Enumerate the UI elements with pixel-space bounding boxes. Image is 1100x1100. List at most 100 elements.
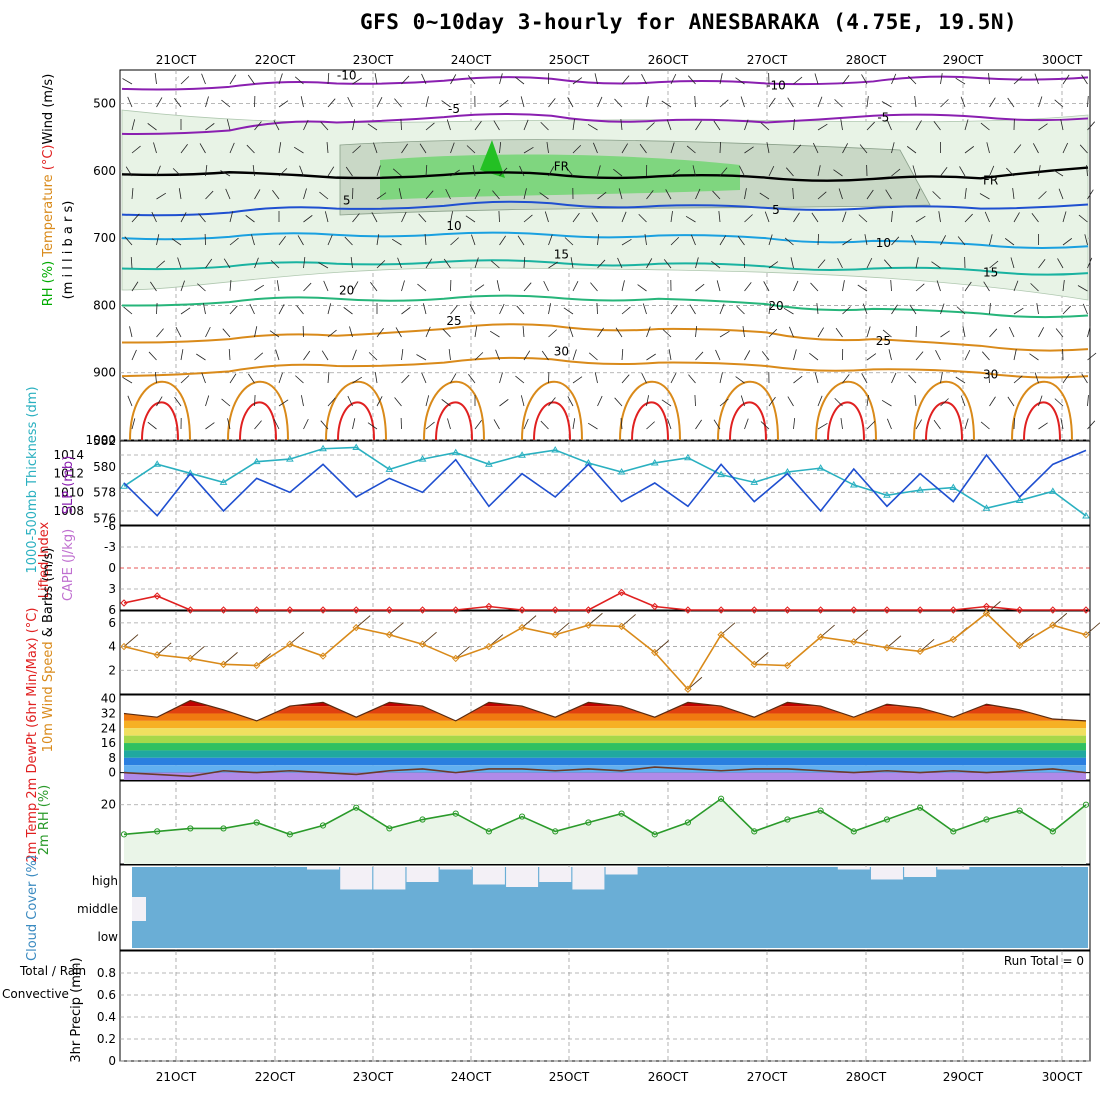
wind-barb-upper bbox=[886, 119, 892, 131]
slp-line bbox=[123, 449, 1087, 517]
wind-barb-upper bbox=[563, 307, 574, 315]
wind-barb-upper bbox=[1012, 188, 1015, 200]
wind-barb-upper bbox=[597, 327, 604, 338]
wind-barb-upper bbox=[1081, 373, 1088, 384]
wind-barb-upper bbox=[296, 305, 304, 315]
wind-barb-upper bbox=[793, 349, 797, 361]
wind-barb-upper bbox=[621, 374, 630, 384]
wind-barb-upper bbox=[247, 74, 255, 85]
wind-barb-upper bbox=[687, 75, 696, 85]
wind-barb-upper bbox=[324, 211, 329, 223]
date-bottom-29OCT: 29OCT bbox=[943, 1070, 984, 1084]
wind-barb-upper bbox=[735, 376, 745, 384]
wind-barb-upper bbox=[472, 165, 476, 177]
rh2m-point-22 bbox=[850, 828, 857, 835]
wind-barb-upper bbox=[278, 73, 283, 85]
wind-barb-upper bbox=[590, 282, 598, 292]
wind-barb-upper bbox=[468, 373, 476, 384]
wind-barb-upper bbox=[327, 397, 336, 407]
ytick-li--3: -3 bbox=[104, 540, 116, 554]
wind-barb-upper bbox=[670, 304, 678, 315]
wind-barb-upper bbox=[180, 143, 188, 154]
wind-barb-upper bbox=[278, 235, 286, 246]
wind-barb-upper bbox=[1058, 188, 1064, 200]
precip-legend-convective: Convective bbox=[2, 987, 69, 1001]
wind10m-point-3 bbox=[219, 660, 228, 669]
wind-barb-upper bbox=[131, 145, 141, 154]
wind-barb-upper bbox=[817, 96, 823, 108]
wind-barb-upper bbox=[621, 75, 630, 85]
ylabel-cloud: Cloud Cover (%) bbox=[25, 855, 40, 961]
wind-barb-upper bbox=[401, 374, 410, 384]
wind-barb-upper bbox=[397, 257, 402, 269]
isotherm-label2--10: -10 bbox=[766, 78, 786, 92]
wind-barb-upper bbox=[888, 349, 892, 361]
wind-barb-upper bbox=[866, 353, 877, 361]
wind-barb-upper bbox=[251, 234, 255, 246]
wind-barb-upper bbox=[398, 188, 402, 200]
wind-barb-upper bbox=[496, 280, 500, 292]
wind-barb-upper bbox=[695, 351, 704, 361]
wind-barb-upper bbox=[450, 169, 460, 177]
isotherm-25 bbox=[121, 323, 1089, 352]
wind-barb-upper bbox=[1038, 191, 1047, 200]
wind-barb-upper bbox=[891, 142, 895, 154]
wind-barb-upper bbox=[1054, 398, 1064, 407]
rh2m-point-10 bbox=[452, 810, 459, 817]
rh2m-point-20 bbox=[784, 816, 791, 823]
wind-barb-upper bbox=[842, 238, 852, 246]
wind-barb-upper bbox=[180, 212, 187, 223]
wind-barb-upper bbox=[940, 303, 945, 315]
wind-barb-upper bbox=[273, 419, 280, 430]
wind-barb-upper bbox=[401, 211, 407, 223]
wind-barb-upper bbox=[857, 284, 868, 292]
wind-barb-upper bbox=[474, 284, 485, 292]
wind-barb-upper bbox=[123, 306, 133, 315]
wind-barb-upper bbox=[637, 284, 647, 292]
isotherm-label2--5: -5 bbox=[877, 111, 889, 125]
wind-barb-upper bbox=[817, 422, 828, 430]
wind10m-point-7 bbox=[352, 623, 360, 632]
wind-barb-upper bbox=[131, 213, 140, 223]
wind-barb-upper bbox=[719, 167, 728, 177]
wind-barb-upper bbox=[760, 421, 770, 430]
wind-barb-upper bbox=[201, 372, 206, 384]
wind-barb-upper bbox=[178, 188, 182, 200]
wind-barb-upper bbox=[131, 281, 139, 292]
wind-barb-upper bbox=[327, 166, 335, 177]
wind-barb-upper bbox=[964, 119, 969, 131]
wind-barb-upper bbox=[866, 189, 874, 200]
wind-barb-upper bbox=[842, 74, 850, 85]
wind-barb-upper bbox=[254, 189, 261, 200]
date-top-28OCT: 28OCT bbox=[846, 53, 887, 67]
wind-barb-upper bbox=[156, 234, 160, 246]
wind-barb-upper bbox=[719, 73, 723, 85]
wind-barb-upper bbox=[352, 376, 363, 384]
wind-barb-upper bbox=[979, 193, 990, 200]
date-bottom-27OCT: 27OCT bbox=[747, 1070, 788, 1084]
thickness-point-0 bbox=[120, 482, 128, 489]
wind-barb-upper bbox=[367, 422, 378, 430]
wind-barb-upper bbox=[254, 394, 256, 407]
ytick-slp-1012: 1012 bbox=[53, 467, 84, 481]
wind-barb-upper bbox=[959, 166, 966, 177]
wind-barb-upper bbox=[220, 170, 231, 177]
wind-barb-upper bbox=[787, 396, 794, 407]
isotherm-label-10: 10 bbox=[446, 219, 461, 233]
wind-barb-upper bbox=[670, 142, 675, 154]
rh2m-area bbox=[124, 798, 1086, 864]
wind-barb-upper bbox=[174, 97, 182, 108]
rh2m-point-26 bbox=[983, 816, 990, 823]
wind-barb-upper bbox=[719, 235, 727, 246]
wind-barb-upper bbox=[303, 257, 306, 269]
isotherm-label-25: 25 bbox=[446, 314, 461, 328]
rh2m-point-14 bbox=[585, 819, 592, 826]
wind-barb-upper bbox=[735, 77, 745, 85]
date-top-24OCT: 24OCT bbox=[451, 53, 492, 67]
wind-barb-upper bbox=[345, 166, 353, 177]
thickness-point-13 bbox=[551, 446, 560, 453]
wind-barb-upper bbox=[343, 307, 353, 315]
wind-barb-upper bbox=[229, 142, 235, 154]
isotherm--10 bbox=[121, 75, 1089, 91]
wind-barb-upper bbox=[374, 73, 378, 85]
